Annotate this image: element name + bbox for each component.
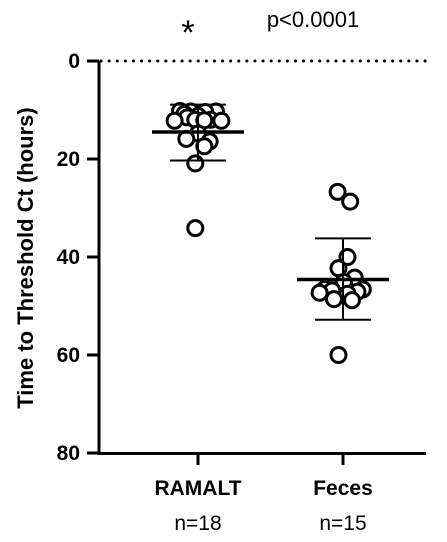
y-tick-label-0: 0 [68,50,80,73]
sample-size-ramalt: n=18 [174,512,221,535]
category-label-feces: Feces [313,477,373,500]
y-tick-label-20: 20 [57,148,80,171]
sample-size-feces: n=15 [319,512,366,535]
data-point-ramalt [212,111,231,130]
y-tick-label-80: 80 [57,442,80,465]
data-point-ramalt [195,137,214,156]
y-axis-title: Time to Threshold Ct (hours) [13,107,38,408]
p-value-label: p<0.0001 [267,7,359,32]
data-point-ramalt [186,219,205,238]
data-point-feces [343,291,361,310]
y-tick-label-60: 60 [57,344,80,367]
data-point-feces [329,346,348,364]
category-label-ramalt: RAMALT [154,477,241,500]
data-point-feces [341,192,360,211]
data-point-feces [325,290,343,309]
data-point-ramalt [186,154,205,173]
data-point-feces [310,283,329,302]
data-point-ramalt [165,111,184,130]
y-tick-label-40: 40 [57,246,80,269]
significance-star: * [181,14,194,52]
data-point-feces [328,182,347,201]
